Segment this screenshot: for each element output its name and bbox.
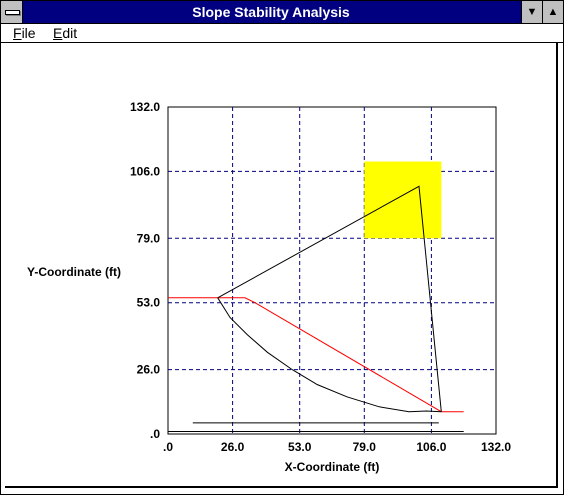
x-tick-label: 26.0 [221,440,245,454]
y-tick-label: .0 [150,427,160,441]
y-tick-label: 26.0 [137,363,161,377]
menu-file-hotkey: F [13,25,22,41]
series-phreatic-line [168,297,464,413]
menu-bar: File Edit [1,24,563,43]
x-tick-label: .0 [163,440,173,454]
menu-file-label: ile [21,25,36,41]
system-menu-button[interactable] [1,1,23,23]
maximize-button[interactable]: ▲ [542,1,563,23]
minimize-button[interactable]: ▼ [521,1,542,23]
highlight-layer [364,161,442,239]
series-slip-wedge [217,185,442,412]
x-tick-label: 79.0 [353,440,377,454]
x-tick-label: 106.0 [416,440,446,454]
y-tick-labels: .0 26.0 53.0 79.0 106.0 132.0 [130,100,160,441]
series-slip-arc [217,297,442,413]
series-layer [168,185,464,432]
y-axis-label: Y-Coordinate (ft) [27,265,121,279]
plot-panel: .0 26.0 53.0 79.0 106.0 132.0 .0 26.0 53.0 79.0 1… [5,43,558,488]
menu-file[interactable]: File [13,24,36,42]
y-tick-label: 79.0 [137,231,161,245]
client-area: .0 26.0 53.0 79.0 106.0 132.0 .0 26.0 53.0 79.0 1… [1,43,563,494]
plot-area [167,106,497,435]
slope-chart: .0 26.0 53.0 79.0 106.0 132.0 .0 26.0 53.0 79.0 1… [27,100,511,474]
title-bar[interactable]: Slope Stability Analysis ▼ ▲ [1,1,563,24]
menu-edit-hotkey: E [53,25,63,41]
y-tick-label: 53.0 [137,296,161,310]
y-tick-label: 106.0 [130,164,160,178]
menu-edit[interactable]: Edit [53,24,77,42]
x-tick-labels: .0 26.0 53.0 79.0 106.0 132.0 [163,440,511,454]
y-tick-label: 132.0 [130,100,160,114]
system-menu-icon [5,10,20,15]
x-tick-label: 53.0 [288,440,312,454]
x-tick-label: 132.0 [481,440,511,454]
window-title: Slope Stability Analysis [192,4,350,20]
x-axis-label: X-Coordinate (ft) [285,460,380,474]
highlight-rect [364,161,442,239]
menu-edit-label: dit [62,25,78,41]
